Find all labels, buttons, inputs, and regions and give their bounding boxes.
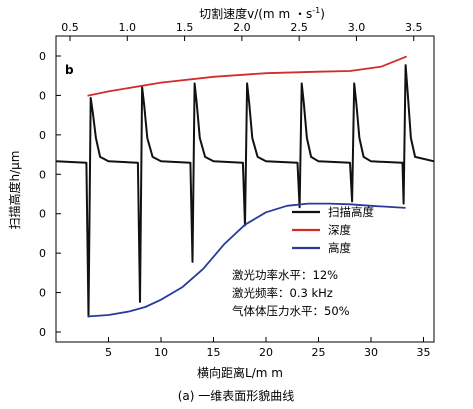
figure-caption: (a) 一维表面形貌曲线: [178, 388, 295, 403]
y-tick-label-6: 0: [39, 287, 46, 300]
top-tick-label-3: 2.0: [233, 21, 251, 34]
top-tick-label-0: 0.5: [61, 21, 79, 34]
panel-label: b: [65, 63, 74, 77]
annotation-laser-power: 激光功率水平：12%: [232, 268, 338, 282]
depth-line: [87, 55, 408, 97]
top-tick-label-6: 3.5: [405, 21, 423, 34]
top-x-axis: 0.5 1.0 1.5 2.0 2.5 3.0 3.5: [61, 21, 422, 41]
top-tick-label-2: 1.5: [176, 21, 194, 34]
annotation-gas-pressure: 气体体压力水平：50%: [232, 304, 350, 318]
legend-label-scan-height: 扫描高度: [328, 205, 374, 219]
x-axis-title: 横向距离L/m m: [197, 365, 283, 380]
y-tick-label-7: 0: [39, 326, 46, 339]
y-tick-label-4: 0: [39, 208, 46, 221]
x-tick-label-0: 5: [105, 346, 112, 359]
legend: 扫描高度 深度 高度: [292, 205, 374, 255]
x-tick-label-2: 15: [207, 346, 221, 359]
y-tick-label-2: 0: [39, 129, 46, 142]
annotation-laser-frequency: 激光频率：0.3 kHz: [232, 286, 333, 300]
x-tick-label-6: 35: [417, 346, 431, 359]
y-tick-label-5: 0: [39, 247, 46, 260]
bottom-x-axis: 5 10 15 20 25 30 35: [105, 337, 431, 359]
x-tick-label-4: 25: [312, 346, 326, 359]
top-tick-label-1: 1.0: [119, 21, 137, 34]
x-tick-label-5: 30: [364, 346, 378, 359]
process-annotations: 激光功率水平：12% 激光频率：0.3 kHz 气体体压力水平：50%: [232, 268, 350, 318]
x-tick-label-1: 10: [154, 346, 168, 359]
x-tick-label-3: 20: [259, 346, 273, 359]
series-group: [55, 55, 435, 318]
top-x-axis-title: 切割速度v/(m m ・s-1): [199, 6, 325, 21]
legend-label-depth: 深度: [328, 223, 351, 237]
scan-height-line: [55, 64, 435, 318]
y-tick-label-1: 0: [39, 89, 46, 102]
y-axis-title: 扫描高度h/μm: [7, 151, 22, 230]
legend-label-height: 高度: [328, 241, 351, 255]
y-axis: 0 0 0 0 0 0 0 0: [39, 50, 61, 339]
height-line: [87, 202, 406, 318]
top-tick-label-5: 3.0: [348, 21, 366, 34]
y-tick-label-3: 0: [39, 168, 46, 181]
top-tick-label-4: 2.5: [290, 21, 308, 34]
y-tick-label-0: 0: [39, 50, 46, 63]
